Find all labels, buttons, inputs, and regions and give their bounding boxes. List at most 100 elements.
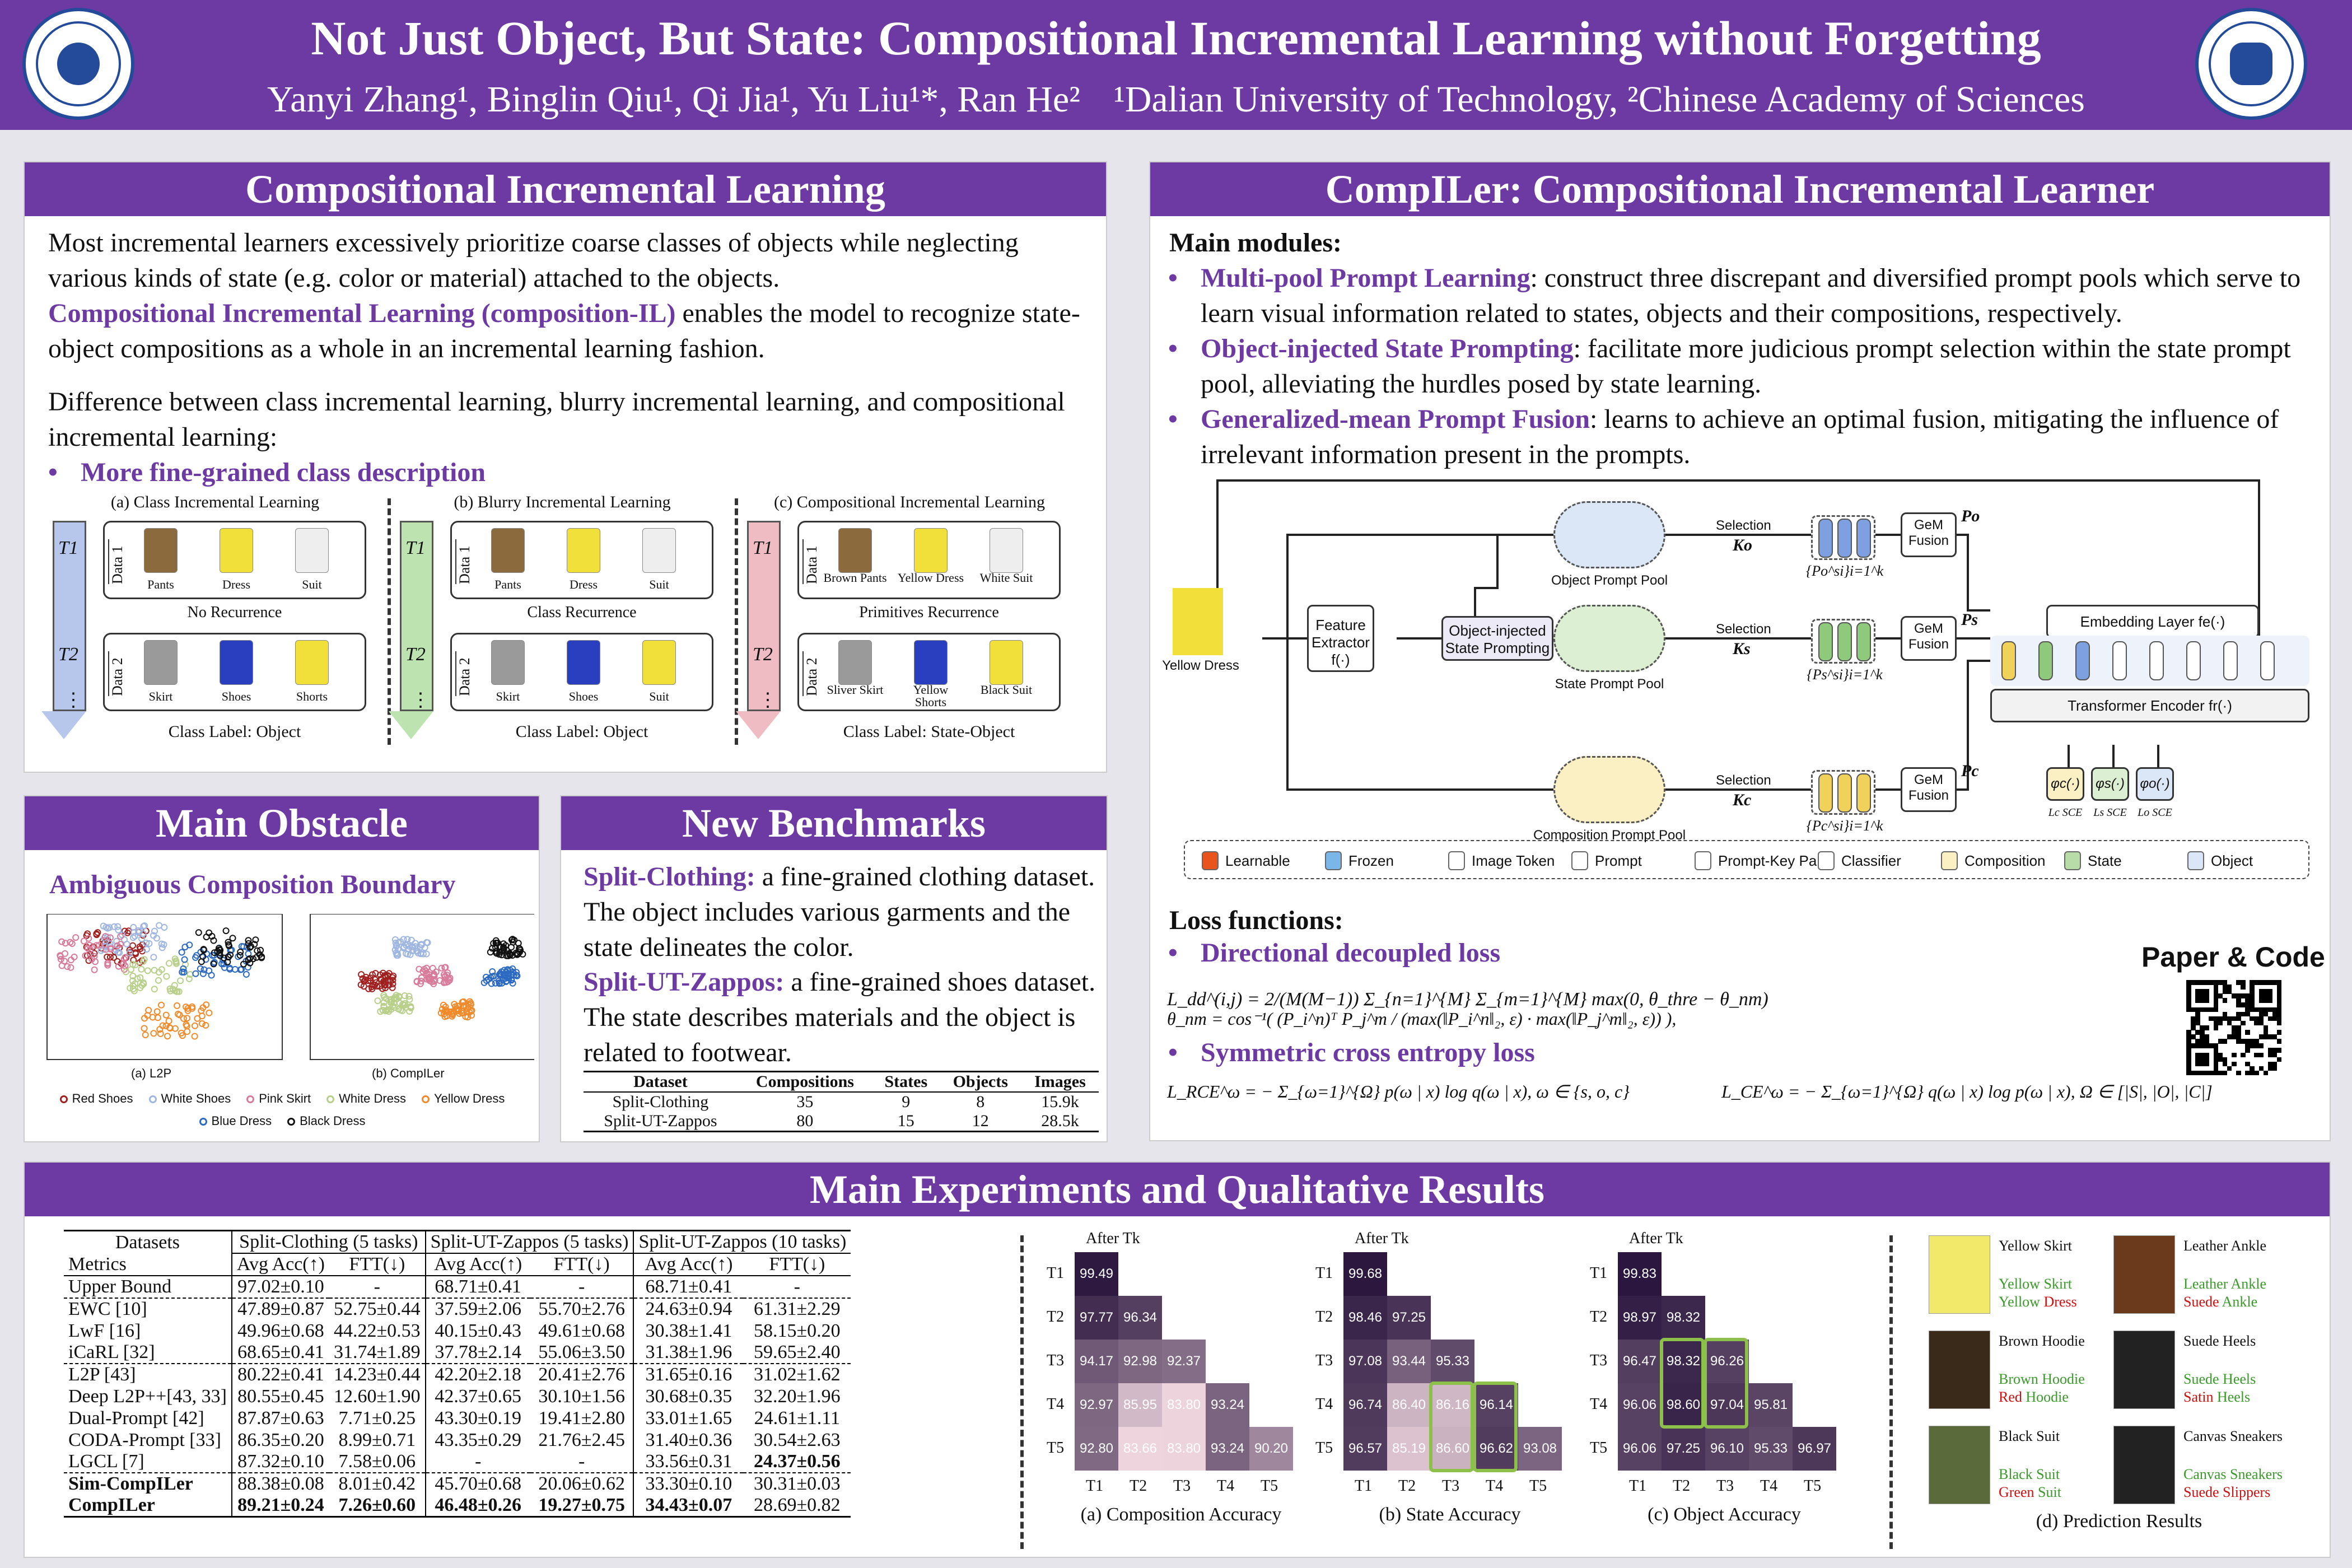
tsne-point bbox=[142, 1032, 149, 1038]
tsne-point bbox=[164, 1033, 171, 1040]
tsne-point bbox=[404, 936, 411, 943]
row-label: T5 bbox=[1590, 1439, 1608, 1457]
tsne-point bbox=[193, 952, 200, 959]
heatmap-cell: 92.98 bbox=[1118, 1340, 1162, 1383]
bench-header-cell: Objects bbox=[953, 1072, 1008, 1091]
results-cell: 68.71±0.41 bbox=[633, 1276, 744, 1298]
results-row: Sim-CompILer 88.38±0.08 8.01±0.42 45.70±0.6… bbox=[64, 1473, 851, 1495]
input-label: Yellow Dress bbox=[1162, 658, 1239, 673]
tsne-point bbox=[139, 958, 147, 965]
tsne-point bbox=[195, 929, 202, 936]
tsne-point bbox=[178, 949, 185, 956]
garment-image bbox=[491, 640, 525, 685]
results-cell: 30.10±1.56 bbox=[538, 1385, 625, 1407]
fused-prompt-label: Po bbox=[1961, 507, 1980, 525]
prompt-token bbox=[1856, 519, 1871, 558]
qr-module bbox=[2200, 1007, 2205, 1012]
tsne-point bbox=[245, 956, 252, 963]
qr-module bbox=[2191, 1025, 2196, 1030]
qr-module bbox=[2272, 1061, 2278, 1067]
col-label: T2 bbox=[1673, 1477, 1691, 1495]
tsne-point bbox=[91, 950, 98, 957]
tsne-point bbox=[389, 981, 396, 987]
prompt-token bbox=[1837, 519, 1852, 558]
heatmap-cell: 96.57 bbox=[1343, 1427, 1387, 1471]
tsne-point bbox=[129, 961, 137, 968]
tsne-point bbox=[206, 1009, 213, 1016]
recurrence-note: No Recurrence bbox=[103, 604, 366, 622]
prediction-ours: Black Suit bbox=[1999, 1466, 2060, 1482]
qr-module bbox=[2236, 1011, 2241, 1017]
results-cell: 7.58±0.06 bbox=[338, 1451, 416, 1472]
results-metric-cell: Avg Acc(↑) bbox=[424, 1253, 530, 1276]
tsne-point bbox=[418, 977, 425, 984]
tsne-point bbox=[110, 954, 118, 961]
results-cell: 55.06±3.50 bbox=[538, 1342, 625, 1362]
qr-module bbox=[2195, 989, 2200, 994]
bench-zappos: Split-UT-Zappos: a fine-grained shoes da… bbox=[584, 967, 1096, 1067]
heatmap-cell: 83.66 bbox=[1118, 1427, 1162, 1471]
tsne-point bbox=[385, 970, 393, 977]
results-row: Upper Bound 97.02±0.10 - 68.71±0.41 - 68.71±0… bbox=[64, 1276, 851, 1298]
prediction-title: Brown Hoodie bbox=[1999, 1333, 2085, 1349]
garment-label: Shoes bbox=[221, 689, 251, 703]
results-row: iCaRL [32] 68.65±0.41 31.74±1.89 37.78±2.14… bbox=[64, 1342, 851, 1364]
after-tk-label: After Tk bbox=[1355, 1230, 1409, 1247]
tsne-point bbox=[144, 967, 151, 974]
tsne-point bbox=[442, 964, 449, 971]
results-cell: 34.43±0.07 bbox=[633, 1495, 744, 1517]
prediction-baseline: Green Suit bbox=[1999, 1484, 2061, 1501]
tsne-point bbox=[389, 1002, 396, 1010]
results-table: Datasets Split-Clothing (5 tasks) Split-UT… bbox=[64, 1230, 851, 1518]
garment-label: Suit bbox=[649, 577, 669, 591]
tsne-point bbox=[158, 944, 166, 951]
tsne-point bbox=[393, 949, 400, 956]
results-cell: LwF [16] bbox=[68, 1320, 141, 1341]
qr-module bbox=[2191, 980, 2196, 985]
results-cell: 8.99±0.71 bbox=[338, 1429, 416, 1450]
qr-module bbox=[2195, 993, 2200, 998]
qr-module bbox=[2258, 1020, 2264, 1026]
heatmap-cell: 96.26 bbox=[1705, 1340, 1749, 1383]
heatmap-cell: 97.04 bbox=[1705, 1383, 1749, 1427]
tsne-point bbox=[126, 949, 133, 956]
swatch-icon bbox=[2064, 851, 2081, 870]
loss-label: Ls SCE bbox=[2093, 806, 2127, 819]
classifier-head: φc(·) bbox=[2046, 767, 2084, 801]
tsne-point bbox=[200, 946, 207, 954]
tsne-point bbox=[236, 952, 244, 959]
pred-state: Yellow bbox=[1999, 1294, 2040, 1310]
legend-label: State bbox=[2088, 852, 2122, 869]
key-pair-icon bbox=[1695, 851, 1711, 870]
classifier-head: φs(·) bbox=[2091, 767, 2129, 801]
key-label: Ko bbox=[1733, 536, 1753, 554]
row-label: T1 bbox=[1590, 1264, 1608, 1282]
qr-module bbox=[2236, 1030, 2241, 1035]
loss-symmetric: Symmetric cross entropy loss bbox=[1168, 1035, 1535, 1070]
garment-image bbox=[642, 528, 676, 573]
results-cell: 80.22±0.41 bbox=[231, 1364, 329, 1385]
heatmap-cell: 85.95 bbox=[1118, 1383, 1162, 1427]
tsne-point bbox=[162, 1022, 170, 1029]
benchmarks-heading: New Benchmarks bbox=[561, 796, 1107, 850]
tsne-point bbox=[242, 970, 250, 978]
qr-module bbox=[2218, 1057, 2223, 1062]
prompt-token bbox=[1818, 622, 1833, 661]
tsne-point bbox=[67, 964, 74, 971]
tsne-legend-item: Pink Skirt bbox=[246, 1088, 311, 1110]
tsne-point bbox=[60, 958, 68, 965]
prompt-pool-cloud bbox=[1553, 501, 1665, 568]
prediction-baseline: Satin Heels bbox=[2183, 1389, 2250, 1406]
qr-module bbox=[2227, 989, 2232, 994]
prediction-image bbox=[2113, 1331, 2175, 1409]
prompt-set-label: {Ps^si}i=1^k bbox=[1807, 666, 1883, 683]
qr-code-icon[interactable] bbox=[2186, 980, 2282, 1076]
tsne-point bbox=[438, 964, 445, 972]
pred-state: Red bbox=[1999, 1389, 2022, 1405]
data-label: Data 1 bbox=[802, 539, 820, 584]
tsne-point bbox=[141, 1015, 148, 1022]
dalian-university-logo bbox=[22, 8, 134, 120]
figure-caption: (c) Compositional Incremental Learning bbox=[774, 493, 1045, 511]
results-cell: Dual-Prompt [42] bbox=[68, 1407, 204, 1429]
qr-module bbox=[2204, 989, 2209, 994]
